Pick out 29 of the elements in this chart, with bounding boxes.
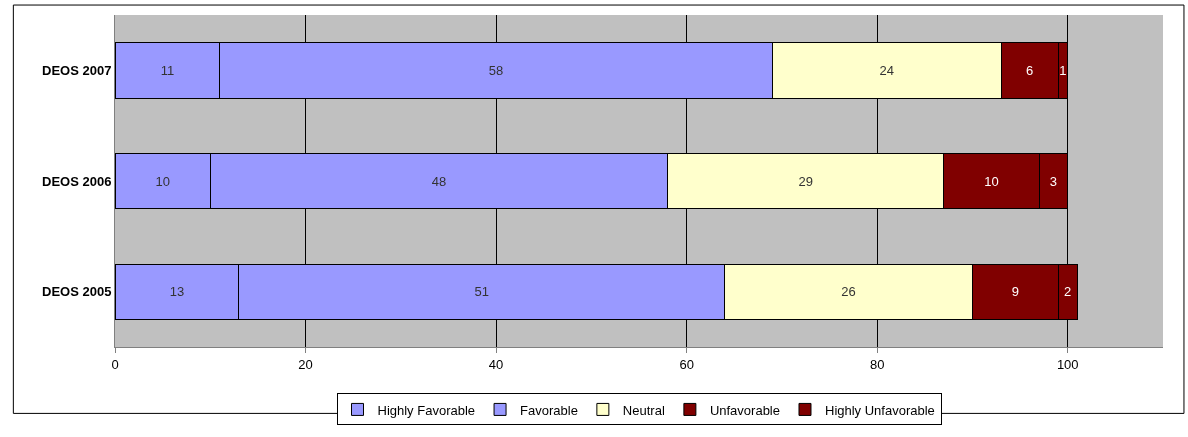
data-label: 13	[169, 284, 185, 300]
data-label: 1	[1059, 62, 1067, 78]
x-tick-label: 100	[1056, 356, 1079, 372]
data-label: 2	[1064, 284, 1072, 300]
legend-label: Neutral	[622, 402, 665, 418]
data-label: 48	[431, 173, 447, 189]
legend-label: Highly Unfavorable	[824, 402, 935, 418]
data-label: 51	[474, 284, 490, 300]
x-tick-label: 20	[298, 356, 313, 372]
data-label: 26	[841, 284, 856, 300]
x-tick-label: 0	[111, 356, 119, 372]
x-tick-label: 80	[869, 356, 885, 372]
data-label: 9	[1011, 284, 1019, 300]
legend-label: Highly Favorable	[377, 402, 476, 418]
data-label: 11	[160, 62, 175, 78]
data-label: 58	[488, 62, 504, 78]
x-tick-label: 40	[488, 356, 504, 372]
data-label: 6	[1026, 62, 1034, 78]
legend-label: Favorable	[520, 402, 578, 418]
legend-label: Unfavorable	[709, 402, 780, 418]
data-label: 29	[798, 173, 813, 189]
y-tick-label: DEOS 2006	[42, 173, 112, 189]
y-tick-label: DEOS 2005	[42, 284, 112, 300]
data-label: 3	[1049, 173, 1058, 189]
x-tick-label: 60	[679, 356, 694, 372]
y-tick-label: DEOS 2007	[42, 62, 112, 78]
data-label: 24	[879, 62, 894, 78]
data-label: 10	[155, 173, 170, 189]
data-label: 10	[984, 173, 999, 189]
